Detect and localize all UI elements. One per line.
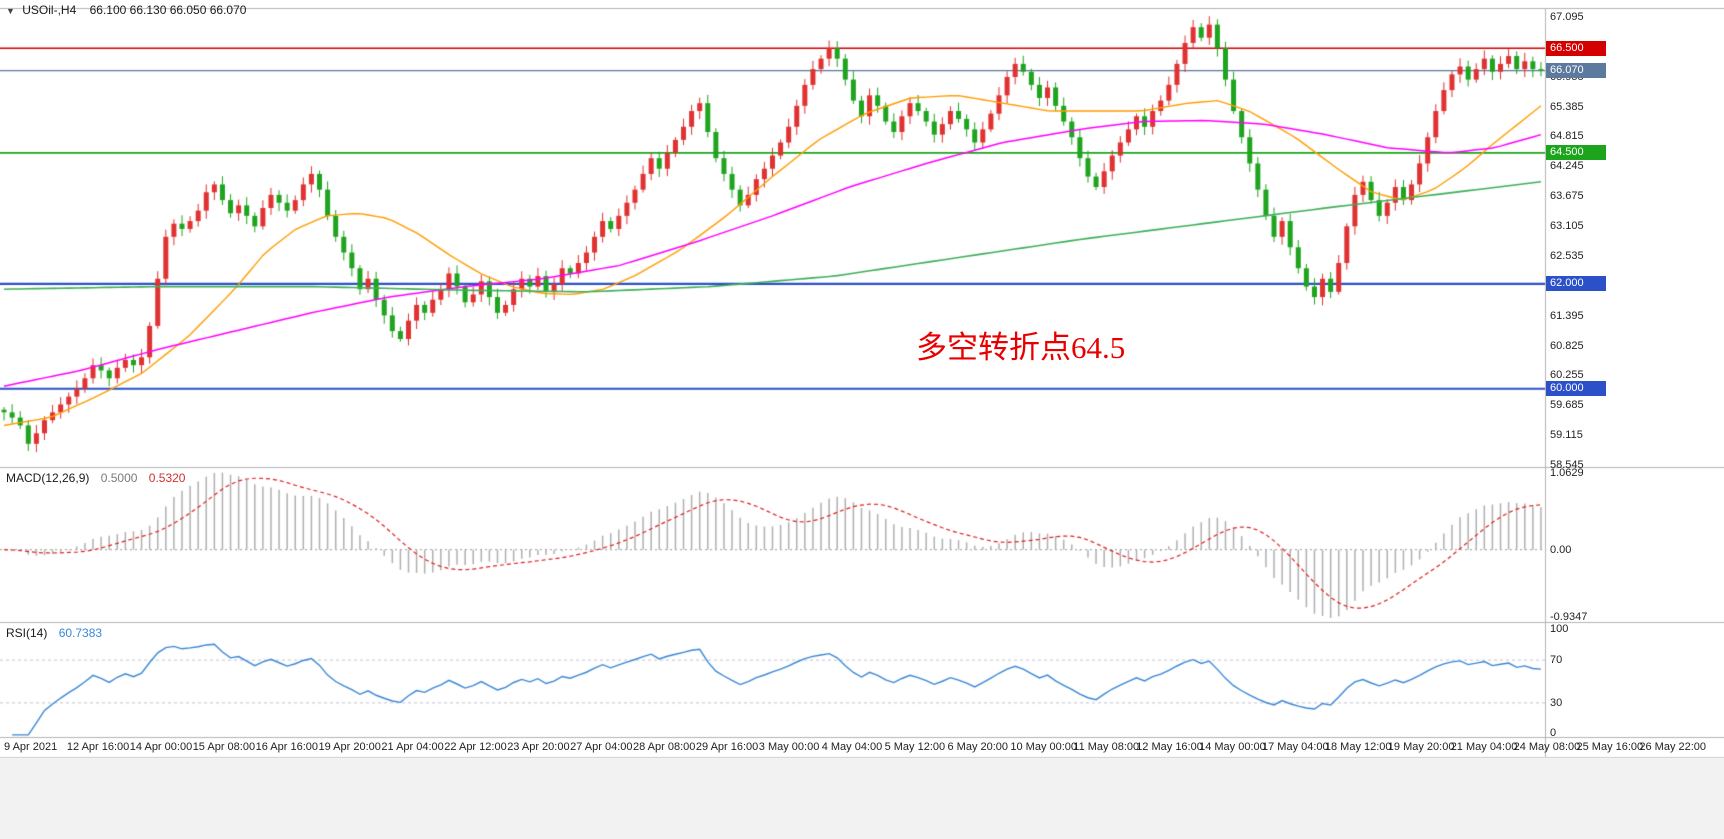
chart-collapse-icon[interactable]: ▼: [6, 6, 15, 16]
macd-indicator-label: MACD(12,26,9) 0.5000 0.5320: [6, 471, 185, 485]
rsi-value: 60.7383: [58, 626, 103, 640]
chart-text-annotation: 多空转折点64.5: [916, 330, 1126, 365]
rsi-name-label: RSI(14): [6, 626, 48, 640]
rsi-indicator-label: RSI(14) 60.7383: [6, 626, 102, 640]
chart-quote-header: ▼ USOil-,H4 66.100 66.130 66.050 66.070: [6, 3, 246, 17]
bottom-strip: [0, 758, 1724, 839]
macd-signal-value: 0.5320: [148, 471, 186, 485]
ohlc-quote-label: 66.100 66.130 66.050 66.070: [89, 3, 247, 17]
symbol-timeframe-label: USOil-,H4: [22, 3, 77, 17]
macd-name-label: MACD(12,26,9): [6, 471, 90, 485]
macd-main-value: 0.5000: [100, 471, 138, 485]
